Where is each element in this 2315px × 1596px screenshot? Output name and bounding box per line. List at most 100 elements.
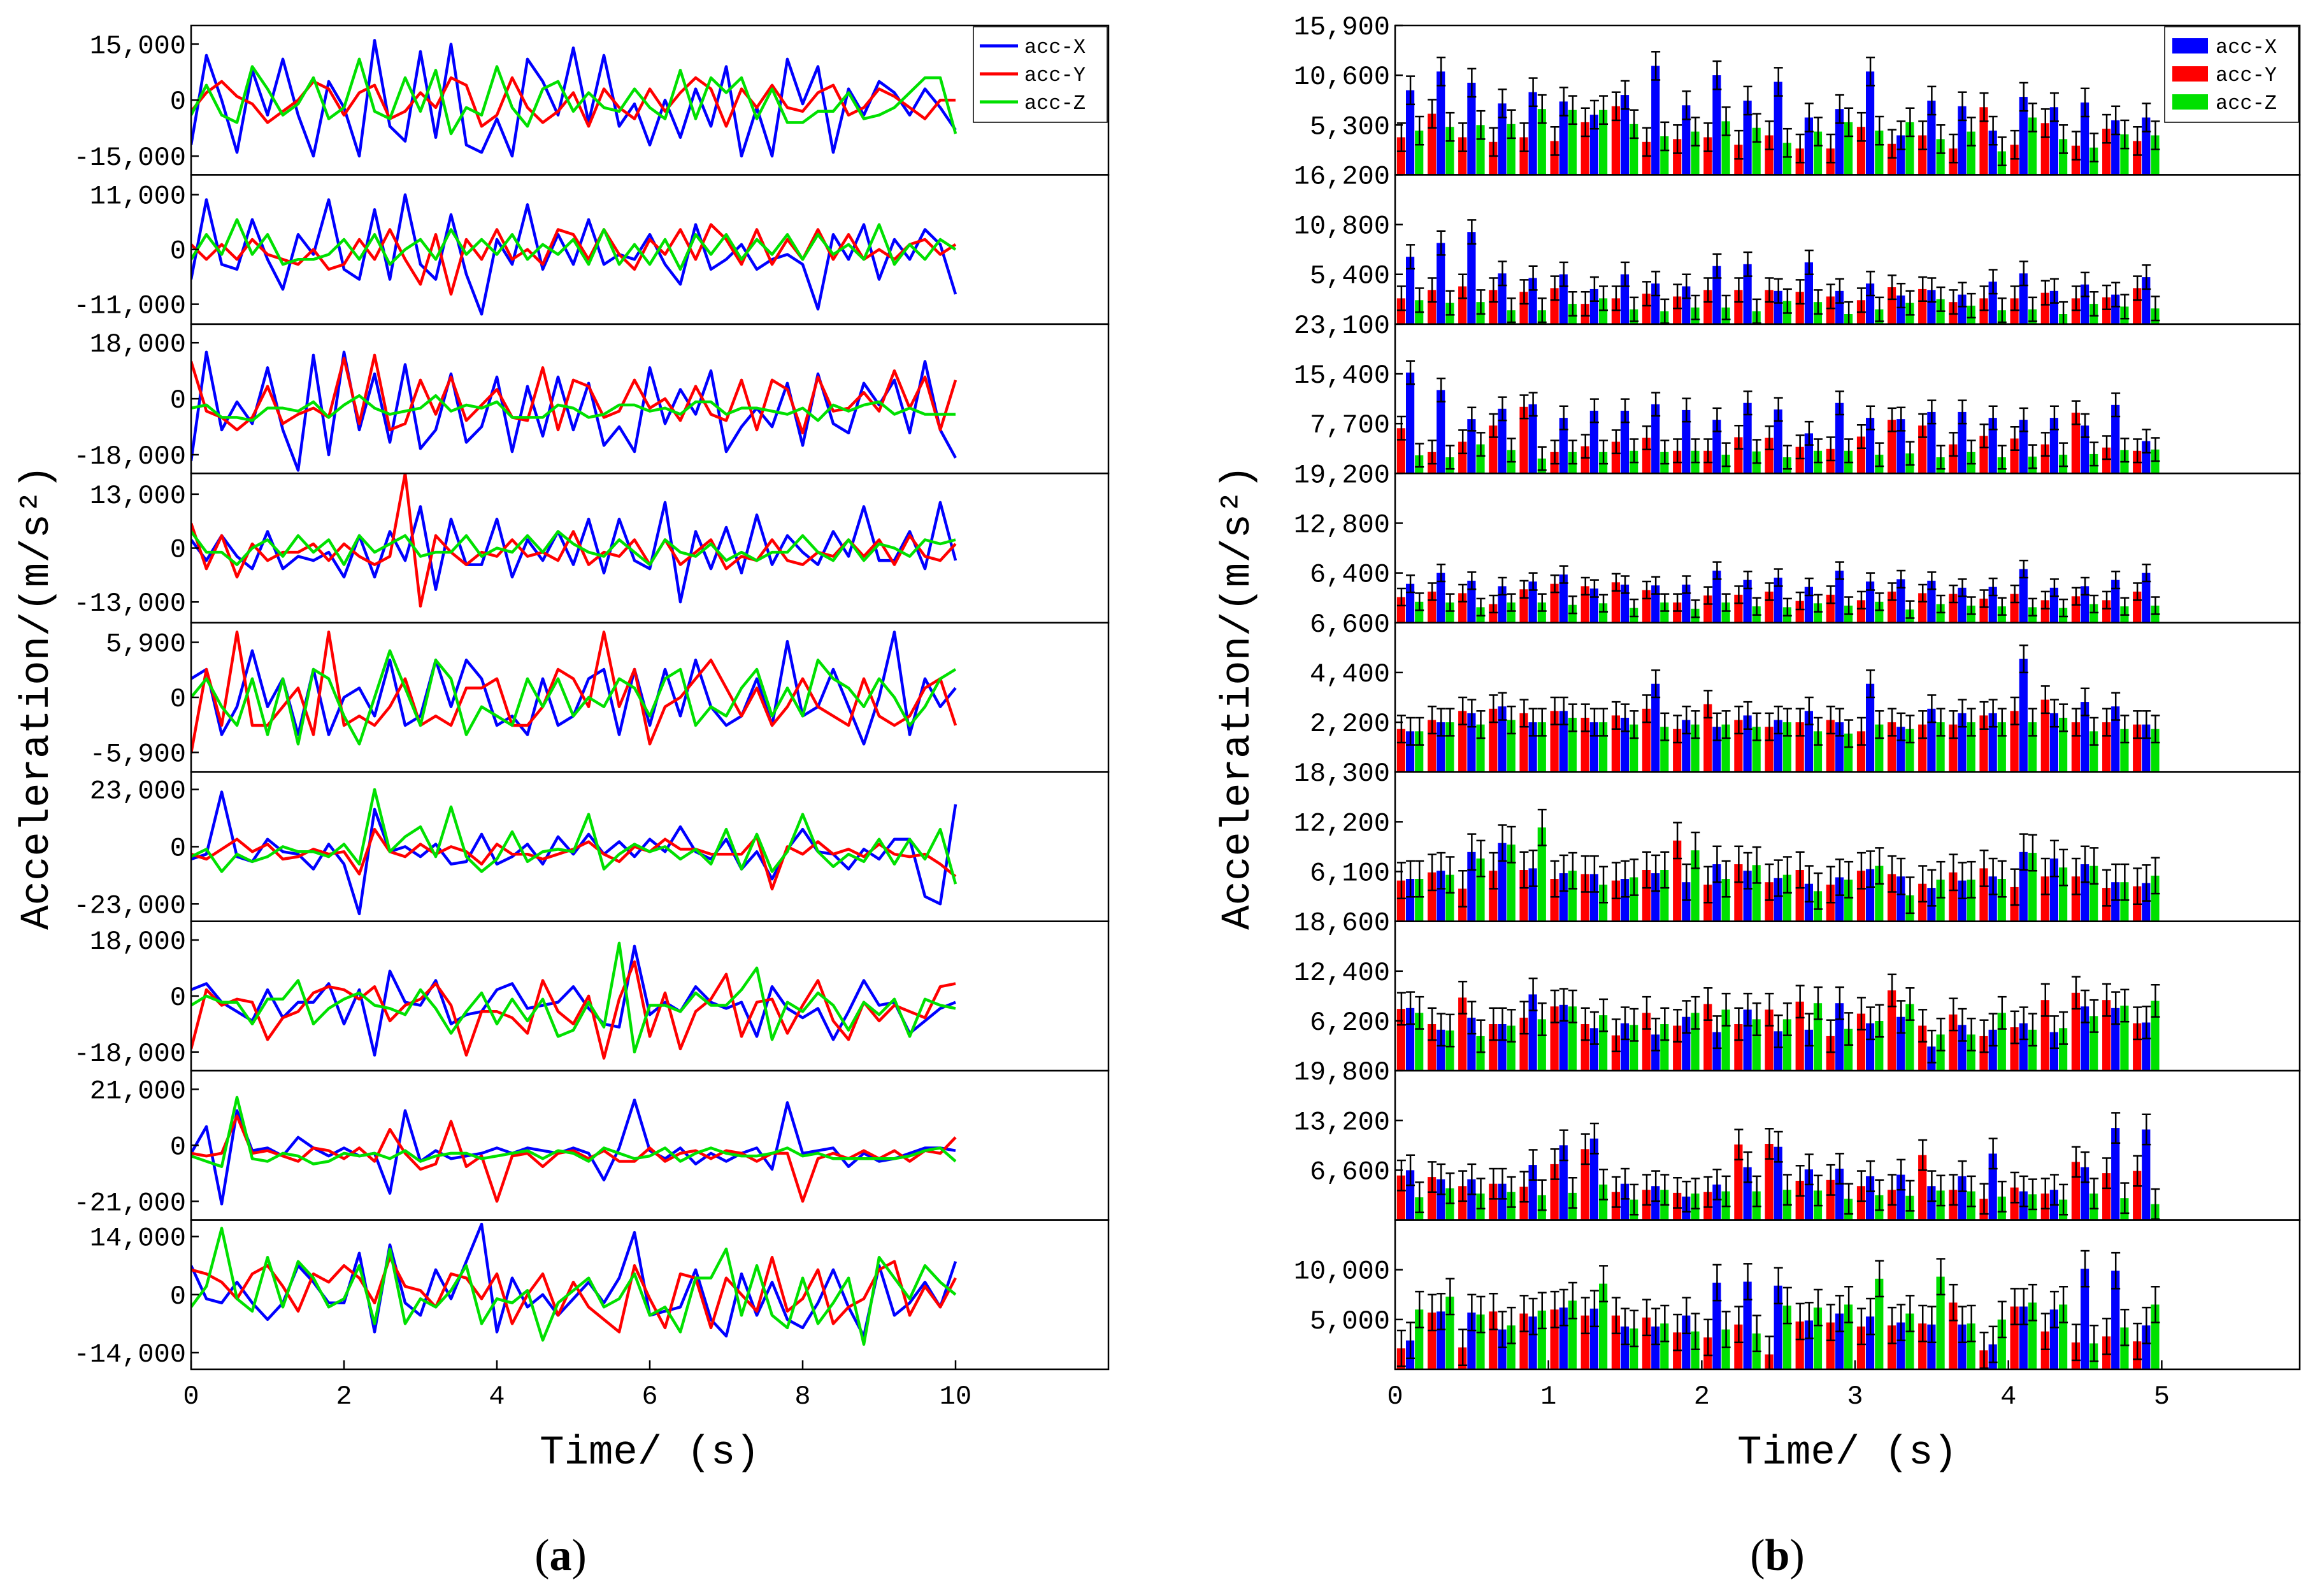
error-bar: [1437, 56, 1446, 87]
bar-acc-x: [1774, 578, 1782, 623]
error-bar: [1467, 68, 1477, 98]
bar-acc-y: [2071, 992, 2080, 1071]
error-bar: [2040, 108, 2050, 138]
bar-acc-x: [1620, 95, 1630, 175]
error-bar: [2151, 857, 2160, 895]
error-bar: [1765, 277, 1774, 303]
error-bar: [2049, 1174, 2059, 1206]
bar-acc-x: [1467, 419, 1476, 474]
x-tick-label: 4: [2000, 1381, 2016, 1412]
error-bar: [2102, 590, 2112, 610]
bar-acc-y: [1856, 1013, 1866, 1071]
error-bar: [1958, 1306, 1967, 1344]
bar-acc-z: [2059, 139, 2068, 175]
bar-acc-y: [1795, 446, 1804, 474]
bar-acc-y: [1918, 593, 1927, 623]
error-bar: [1721, 860, 1731, 898]
bar-acc-y: [1458, 1186, 1467, 1220]
error-bar: [1997, 297, 2007, 324]
error-bar: [2102, 284, 2112, 310]
error-bar: [1734, 277, 1744, 303]
error-bar: [1550, 860, 1559, 898]
bar-acc-z: [1752, 865, 1761, 922]
bar-acc-z: [1997, 879, 2006, 922]
bar-acc-x: [1651, 1034, 1660, 1071]
error-bar: [2019, 1006, 2028, 1041]
error-bar: [1712, 1168, 1722, 1201]
error-bar: [1765, 712, 1774, 741]
bar-acc-x: [1958, 713, 1967, 773]
bar-acc-x: [1927, 411, 1936, 474]
error-bar: [1642, 127, 1651, 157]
error-bar: [1396, 285, 1406, 311]
a-y-axis-label: Acceleration/(m/s²): [15, 465, 61, 930]
error-bar: [1835, 278, 1844, 304]
y-tick-label: 12,800: [1294, 509, 1390, 540]
error-bar: [1498, 89, 1507, 118]
bar-acc-y: [1949, 872, 1958, 922]
bar-acc-x: [1804, 711, 1813, 773]
error-bar: [1611, 862, 1621, 900]
error-bar: [1979, 1019, 1989, 1053]
error-bar: [1918, 120, 1928, 150]
bar-acc-y: [2010, 298, 2019, 324]
bar-acc-x: [1437, 390, 1445, 474]
error-bar: [1599, 439, 1609, 465]
y-tick-label: 2,200: [1310, 709, 1390, 739]
error-bar: [1826, 705, 1835, 735]
error-bar: [1537, 1179, 1547, 1211]
error-bar: [1559, 1288, 1568, 1327]
error-bar: [1580, 1007, 1590, 1041]
error-bar: [1826, 1304, 1835, 1341]
error-bar: [1437, 1013, 1446, 1047]
bar-acc-y: [1673, 1025, 1682, 1071]
error-bar: [2071, 857, 2081, 895]
error-bar: [1774, 859, 1783, 897]
bar-acc-x: [1498, 843, 1507, 922]
bar-acc-y: [1458, 137, 1467, 175]
bar-acc-x: [2142, 1129, 2151, 1220]
bar-acc-z: [1599, 603, 1608, 623]
bar-acc-x: [1528, 994, 1537, 1071]
bar-acc-x: [1866, 1023, 1875, 1071]
bar-acc-y: [1673, 139, 1682, 175]
error-bar: [1458, 429, 1468, 455]
bar-acc-x: [1559, 873, 1568, 922]
bar-acc-y: [2071, 412, 2080, 474]
error-bar: [1997, 597, 2007, 616]
bar-acc-x: [1651, 873, 1660, 922]
bar-acc-y: [1611, 1035, 1620, 1071]
bar-acc-z: [1752, 727, 1761, 773]
error-bar: [2133, 1155, 2142, 1187]
b-x-axis: 0 1 2 3 4 5: [1387, 1360, 2170, 1412]
bar-acc-y: [1856, 1186, 1866, 1220]
bar-acc-y: [2133, 591, 2142, 623]
bar-acc-y: [1642, 870, 1651, 922]
bar-acc-y: [2010, 1187, 2019, 1220]
bar-acc-x: [1988, 876, 1997, 922]
error-bar: [1611, 429, 1621, 455]
error-bar: [1712, 407, 1722, 432]
error-bar: [1856, 424, 1866, 450]
a-plot-area: [191, 193, 957, 316]
series-line-acc-z: [191, 1227, 957, 1346]
y-tick-label: 15,900: [1294, 12, 1390, 43]
error-bar: [1651, 669, 1661, 699]
bar-acc-x: [1682, 1315, 1691, 1369]
error-bar: [1537, 1002, 1547, 1036]
bar-acc-x: [1743, 1281, 1752, 1369]
bar-acc-y: [1826, 594, 1835, 623]
error-bar: [1550, 696, 1559, 725]
bar-acc-x: [2019, 97, 2028, 175]
error-bar: [1782, 288, 1792, 314]
bar-acc-x: [1620, 584, 1630, 623]
bar-acc-x: [1406, 373, 1415, 474]
bar-acc-y: [1489, 1024, 1498, 1071]
bar-acc-x: [1682, 286, 1691, 324]
error-bar: [1721, 593, 1731, 612]
b-x-axis-label: Time/ (s): [1737, 1430, 1958, 1476]
error-bar: [1691, 599, 1700, 618]
error-bar: [2010, 285, 2019, 311]
bar-acc-y: [1918, 724, 1927, 773]
error-bar: [1936, 1174, 1946, 1207]
